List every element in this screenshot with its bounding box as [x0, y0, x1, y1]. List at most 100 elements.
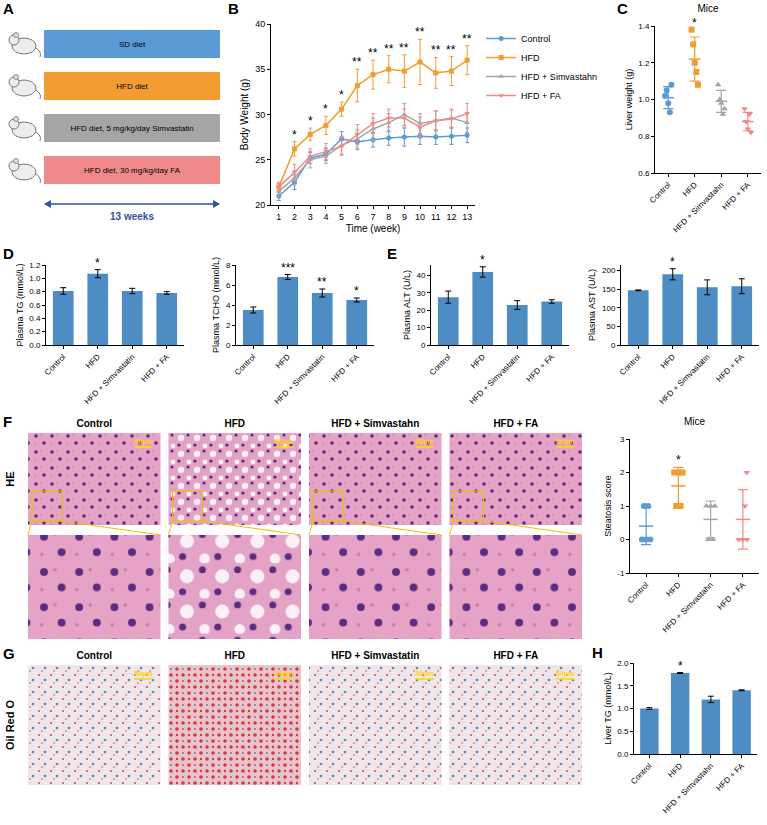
svg-text:Plasma TCHO (mmol/L): Plasma TCHO (mmol/L)	[211, 257, 221, 353]
svg-text:HFD + Simvastatin: HFD + Simvastatin	[331, 650, 419, 661]
svg-text:10: 10	[415, 212, 425, 222]
svg-text:C: C	[617, 0, 628, 17]
svg-text:2.0: 2.0	[617, 659, 629, 668]
svg-text:50μm: 50μm	[415, 438, 433, 446]
svg-text:HFD: HFD	[274, 352, 292, 370]
svg-text:0.6: 0.6	[29, 301, 41, 310]
svg-text:***: ***	[281, 261, 295, 275]
svg-text:Mice: Mice	[697, 3, 719, 14]
svg-text:Steatosis score: Steatosis score	[603, 475, 613, 537]
svg-text:5: 5	[339, 212, 344, 222]
svg-text:13: 13	[462, 212, 472, 222]
svg-text:Control: Control	[626, 580, 651, 605]
svg-text:**: **	[462, 32, 472, 46]
svg-text:HFD + FA: HFD + FA	[493, 650, 538, 661]
svg-text:Time (week): Time (week)	[346, 223, 401, 234]
svg-text:-1: -1	[617, 569, 625, 578]
svg-text:1: 1	[620, 502, 625, 511]
svg-text:HFD diet, 30 mg/kg/day FA: HFD diet, 30 mg/kg/day FA	[84, 166, 181, 175]
svg-text:50μm: 50μm	[556, 670, 574, 678]
svg-text:0: 0	[611, 341, 616, 350]
svg-text:HFD diet, 5 mg/kg/day Simvasta: HFD diet, 5 mg/kg/day Simvastatin	[70, 124, 193, 133]
svg-text:A: A	[3, 0, 14, 17]
svg-text:Control: Control	[618, 352, 643, 377]
svg-text:HFD: HFD	[681, 180, 699, 198]
svg-text:HFD + Simvastahn: HFD + Simvastahn	[661, 580, 715, 634]
svg-text:0: 0	[620, 535, 625, 544]
svg-text:HFD: HFD	[665, 580, 683, 598]
svg-text:HFD: HFD	[469, 352, 487, 370]
svg-text:150: 150	[602, 285, 616, 294]
svg-text:Liver weight (g): Liver weight (g)	[624, 69, 634, 131]
svg-text:9: 9	[402, 212, 407, 222]
svg-text:HFD: HFD	[84, 352, 102, 370]
svg-text:1.2: 1.2	[638, 59, 650, 68]
svg-text:*: *	[678, 659, 683, 673]
svg-text:*: *	[95, 256, 100, 270]
svg-text:HFD + Simvastahn: HFD + Simvastahn	[661, 761, 715, 815]
svg-text:0.0: 0.0	[29, 341, 41, 350]
svg-text:200: 200	[602, 266, 616, 275]
svg-text:HFD + Simvastahn: HFD + Simvastahn	[671, 180, 725, 234]
svg-text:1.4: 1.4	[638, 22, 650, 31]
svg-text:50μm: 50μm	[134, 670, 152, 678]
svg-text:50μm: 50μm	[134, 438, 152, 446]
svg-text:HFD + FA: HFD + FA	[716, 580, 748, 612]
svg-text:2: 2	[292, 212, 297, 222]
svg-text:B: B	[228, 0, 239, 17]
svg-text:*: *	[676, 453, 681, 467]
svg-text:HFD + FA: HFD + FA	[493, 418, 538, 429]
svg-text:Liver TG (mmol/L): Liver TG (mmol/L)	[603, 672, 613, 744]
svg-text:12: 12	[446, 212, 456, 222]
svg-text:HFD: HFD	[666, 761, 684, 779]
svg-text:HFD + Simvastatin: HFD + Simvastatin	[658, 352, 712, 406]
svg-text:D: D	[3, 245, 14, 262]
svg-text:SD diet: SD diet	[119, 40, 146, 49]
svg-text:HFD: HFD	[224, 418, 245, 429]
svg-text:HFD + FA: HFD + FA	[330, 352, 362, 384]
svg-text:*: *	[292, 128, 297, 142]
svg-text:0.5: 0.5	[617, 727, 629, 736]
svg-text:35: 35	[255, 64, 265, 74]
svg-text:20: 20	[416, 306, 425, 315]
svg-text:40: 40	[416, 271, 425, 280]
svg-text:HFD + FA: HFD + FA	[721, 180, 753, 212]
svg-text:1.0: 1.0	[638, 95, 650, 104]
svg-text:25: 25	[255, 155, 265, 165]
svg-text:0: 0	[421, 341, 426, 350]
svg-text:30: 30	[255, 110, 265, 120]
svg-text:*: *	[308, 114, 313, 128]
svg-text:**: **	[317, 275, 327, 289]
svg-text:E: E	[387, 245, 397, 262]
svg-text:0.0: 0.0	[617, 750, 629, 759]
svg-text:*: *	[339, 88, 344, 102]
svg-text:0.6: 0.6	[638, 169, 650, 178]
svg-text:11: 11	[431, 212, 440, 222]
svg-text:F: F	[3, 413, 12, 430]
svg-text:2: 2	[226, 321, 231, 330]
svg-text:HFD + FA: HFD + FA	[715, 761, 747, 793]
svg-text:Control: Control	[629, 761, 654, 786]
svg-text:Mice: Mice	[684, 416, 706, 427]
svg-text:10: 10	[416, 323, 425, 332]
svg-text:*: *	[480, 253, 485, 267]
svg-text:**: **	[446, 43, 456, 57]
svg-text:100: 100	[602, 304, 616, 313]
svg-text:HFD: HFD	[521, 53, 540, 63]
svg-text:Plasma ALT (U/L): Plasma ALT (U/L)	[402, 270, 412, 340]
svg-text:HFD + Simvastatin: HFD + Simvastatin	[83, 352, 137, 406]
svg-text:40: 40	[255, 19, 265, 29]
svg-text:HE: HE	[4, 471, 16, 486]
svg-text:H: H	[592, 644, 603, 661]
svg-text:Control: Control	[428, 352, 453, 377]
svg-text:Body Weight (g): Body Weight (g)	[239, 79, 250, 151]
svg-text:0.4: 0.4	[29, 314, 41, 323]
svg-text:G: G	[3, 645, 15, 662]
svg-text:HFD + FA: HFD + FA	[715, 352, 747, 384]
svg-text:HFD diet: HFD diet	[116, 82, 148, 91]
svg-text:1.0: 1.0	[29, 274, 41, 283]
svg-text:1.2: 1.2	[29, 261, 41, 270]
svg-text:0.8: 0.8	[29, 287, 41, 296]
svg-text:20: 20	[255, 200, 265, 210]
svg-text:**: **	[431, 43, 441, 57]
